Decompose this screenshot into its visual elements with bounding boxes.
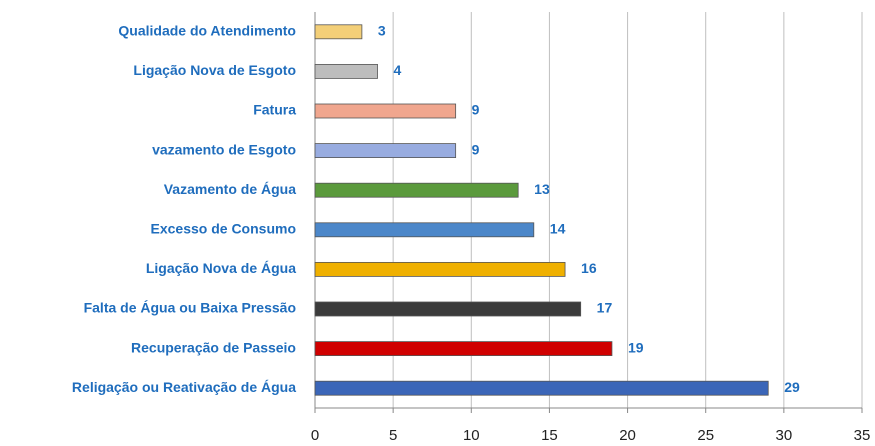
x-tick-label: 5 (389, 427, 397, 444)
bar (314, 341, 613, 357)
data-label: 13 (534, 181, 550, 197)
x-tick-label: 25 (697, 427, 714, 444)
data-label: 16 (581, 260, 597, 276)
category-label: Ligação Nova de Água (146, 260, 296, 276)
data-label: 3 (378, 23, 386, 39)
bar (314, 143, 457, 159)
category-label: Vazamento de Água (164, 181, 296, 197)
bar (314, 301, 582, 317)
category-label: Fatura (253, 102, 296, 118)
data-label: 19 (628, 339, 644, 355)
data-label: 29 (784, 379, 800, 395)
data-label: 14 (550, 221, 566, 237)
data-label: 4 (394, 62, 402, 78)
category-label: Falta de Água ou Baixa Pressão (84, 300, 296, 316)
x-tick-label: 30 (776, 427, 793, 444)
category-label: Recuperação de Passeio (131, 339, 296, 355)
category-label: Qualidade do Atendimento (118, 23, 296, 39)
data-label: 17 (597, 300, 613, 316)
bar (314, 222, 535, 238)
bar (314, 261, 566, 277)
x-tick-label: 35 (854, 427, 871, 444)
data-label: 9 (472, 141, 480, 157)
category-label: vazamento de Esgoto (152, 141, 296, 157)
bar (314, 24, 363, 40)
x-tick-label: 10 (463, 427, 480, 444)
category-label: Religação ou Reativação de Água (72, 379, 296, 395)
bar (314, 64, 378, 79)
category-label: Ligação Nova de Esgoto (133, 62, 296, 78)
bar (314, 182, 519, 198)
bar (314, 380, 769, 396)
x-tick-label: 20 (619, 427, 636, 444)
x-tick-label: 0 (311, 427, 319, 444)
data-label: 9 (472, 102, 480, 118)
x-tick-label: 15 (541, 427, 558, 444)
bar (314, 103, 457, 119)
category-label: Excesso de Consumo (151, 221, 297, 237)
